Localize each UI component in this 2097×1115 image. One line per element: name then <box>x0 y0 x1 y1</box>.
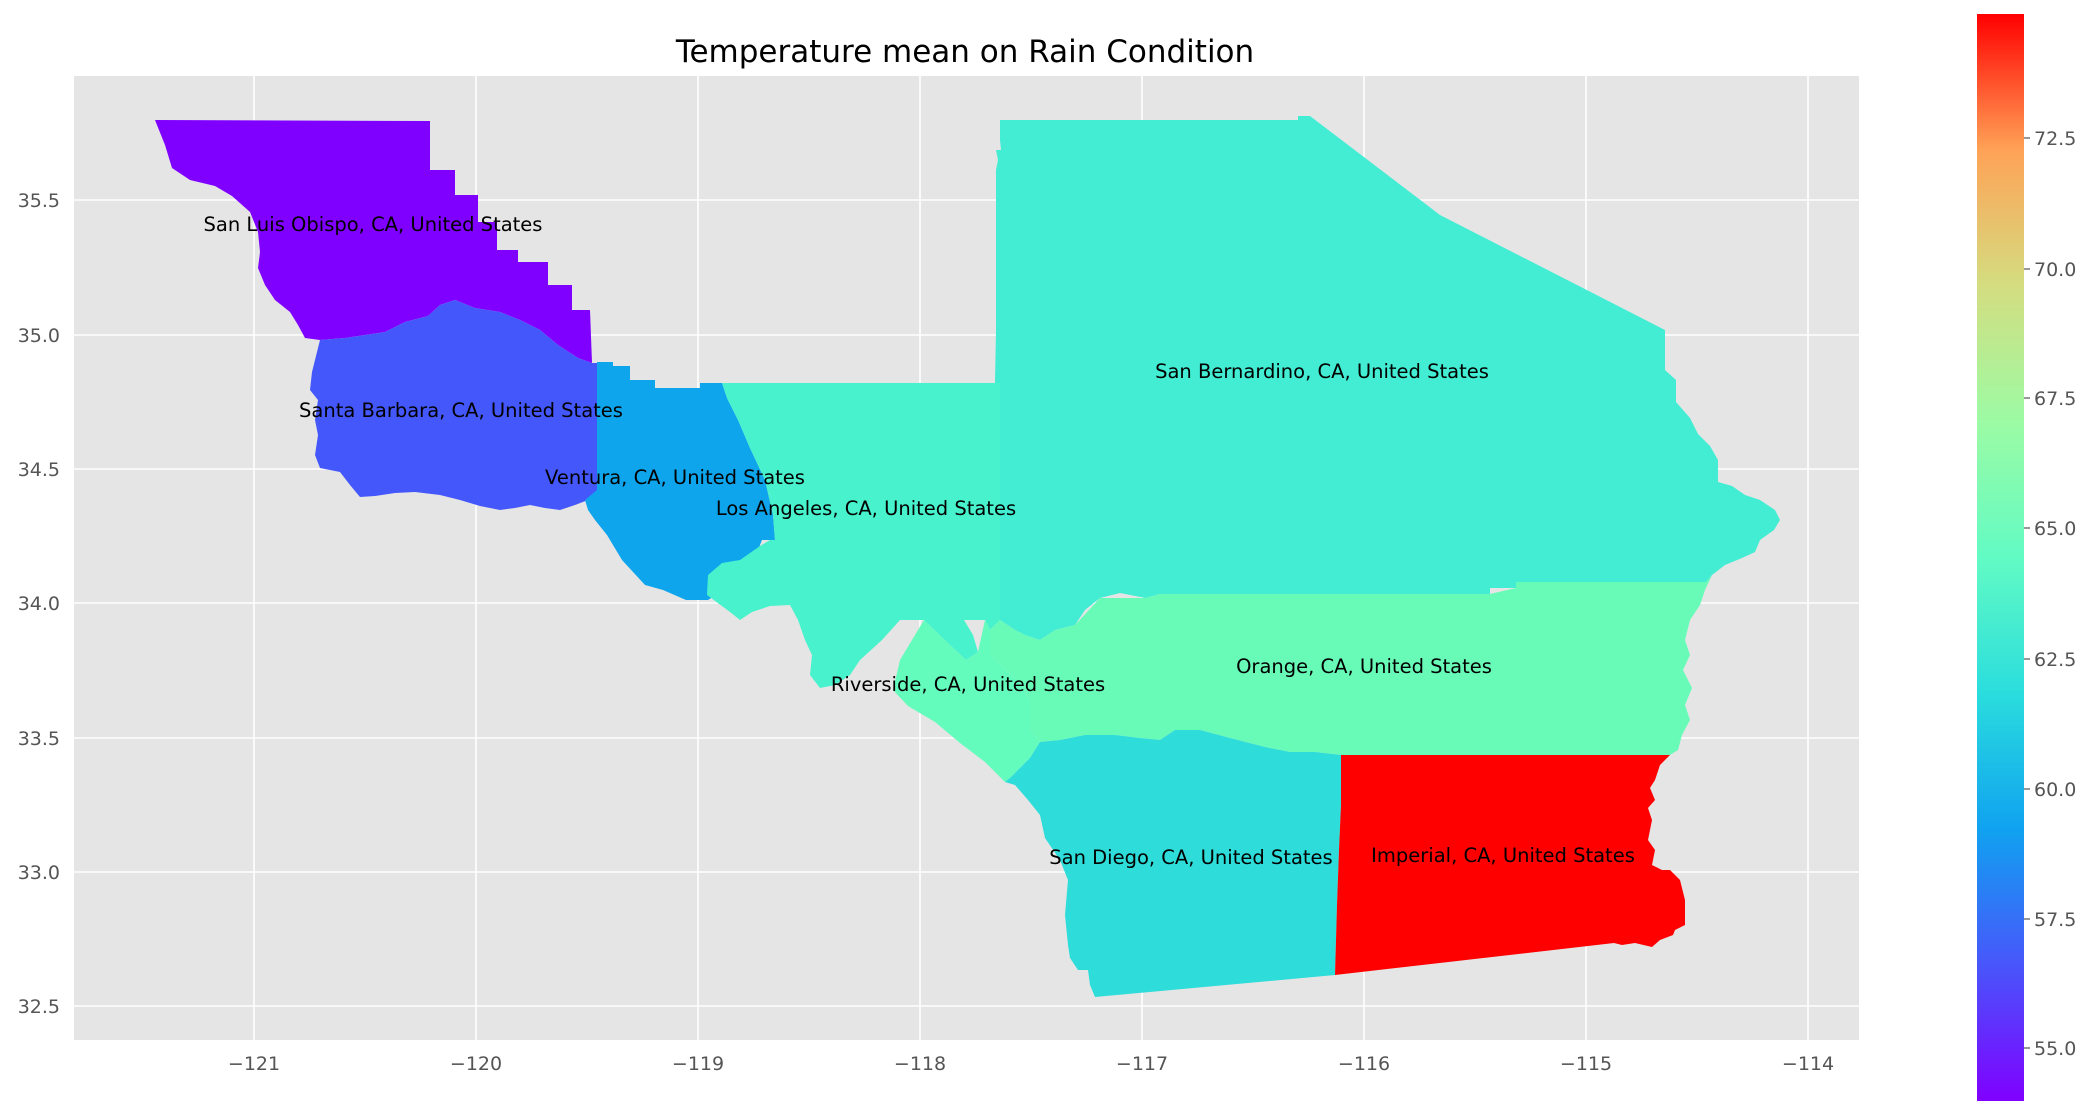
county-label: San Diego, CA, United States <box>1049 846 1332 869</box>
x-tick-label: −116 <box>1338 1053 1390 1075</box>
county-label: Imperial, CA, United States <box>1371 844 1635 867</box>
county-ventura <box>585 362 775 600</box>
colorbar-tick-label: 62.5 <box>2034 649 2076 671</box>
county-label: San Luis Obispo, CA, United States <box>204 213 543 236</box>
county-riverside <box>990 575 1712 755</box>
colorbar-tick-label: 55.0 <box>2034 1038 2076 1060</box>
y-tick-label: 34.0 <box>18 593 60 615</box>
colorbar-tick-label: 60.0 <box>2034 779 2076 801</box>
county-label: Santa Barbara, CA, United States <box>299 399 623 422</box>
y-tick-label: 35.0 <box>18 325 60 347</box>
y-tick-label: 32.5 <box>18 996 60 1018</box>
x-tick-label: −118 <box>894 1053 946 1075</box>
x-tick-label: −121 <box>228 1053 280 1075</box>
county-santa-barbara <box>310 300 597 510</box>
colorbar-tick-label: 65.0 <box>2034 518 2076 540</box>
x-tick-label: −114 <box>1782 1053 1834 1075</box>
x-axis: −121 −120 −119 −118 −117 −116 −115 −114 <box>228 1053 1834 1075</box>
county-label: Riverside, CA, United States <box>831 673 1105 696</box>
county-san-luis-obispo <box>155 120 592 363</box>
county-san-bernardino <box>995 116 1780 640</box>
counties <box>155 116 1780 997</box>
colorbar: 55.0 57.5 60.0 62.5 65.0 67.5 70.0 72.5 <box>1977 14 2076 1101</box>
colorbar-gradient <box>1977 14 2024 1101</box>
y-tick-label: 35.5 <box>18 190 60 212</box>
county-label: San Bernardino, CA, United States <box>1155 360 1489 383</box>
county-los-angeles <box>707 383 1000 688</box>
county-label: Ventura, CA, United States <box>545 466 805 489</box>
y-tick-label: 33.5 <box>18 728 60 750</box>
colorbar-tick-label: 72.5 <box>2034 128 2076 150</box>
county-label: Los Angeles, CA, United States <box>716 497 1016 520</box>
county-san-diego <box>1005 730 1341 997</box>
county-labels: San Luis Obispo, CA, United States Santa… <box>204 213 1635 869</box>
colorbar-ticks <box>2024 137 2030 1049</box>
x-tick-label: −117 <box>1116 1053 1168 1075</box>
chart-title: Temperature mean on Rain Condition <box>675 34 1254 70</box>
colorbar-tick-label: 67.5 <box>2034 388 2076 410</box>
y-tick-label: 33.0 <box>18 862 60 884</box>
colorbar-tick-label: 70.0 <box>2034 259 2076 281</box>
y-tick-label: 34.5 <box>18 459 60 481</box>
x-tick-label: −115 <box>1560 1053 1612 1075</box>
y-axis: 32.5 33.0 33.5 34.0 34.5 35.0 35.5 <box>18 190 60 1018</box>
county-orange <box>893 620 1040 782</box>
x-tick-label: −120 <box>450 1053 502 1075</box>
colorbar-tick-label: 57.5 <box>2034 909 2076 931</box>
county-label: Orange, CA, United States <box>1236 655 1492 678</box>
county-imperial <box>1335 755 1685 975</box>
x-tick-label: −119 <box>672 1053 724 1075</box>
